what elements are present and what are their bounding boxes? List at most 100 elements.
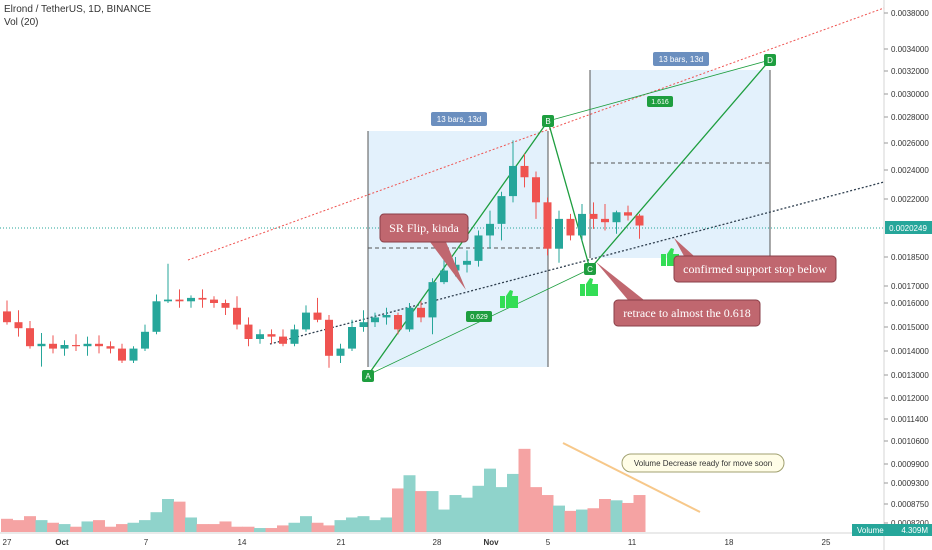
volume-bar (104, 526, 117, 532)
volume-bar (530, 487, 542, 532)
current-price-value: 0.0020249 (889, 224, 927, 233)
volume-decrease-line (562, 442, 701, 513)
fib-629-label-bg (466, 311, 492, 322)
candle (601, 203, 609, 231)
candle (221, 299, 230, 315)
callout-support-text: confirmed support stop below (683, 262, 827, 276)
point-d-label: D (767, 56, 773, 65)
volume-note-text: Volume Decrease ready for move soon (634, 459, 772, 468)
price-tick-label: 0.0016000 (891, 299, 929, 308)
candle (106, 341, 115, 354)
candle (95, 335, 103, 354)
candle (83, 336, 92, 356)
candle (612, 210, 621, 234)
volume-bar (472, 485, 485, 532)
volume-bar (1, 518, 13, 532)
time-tick-label: 14 (238, 538, 247, 547)
candle (233, 296, 241, 330)
time-tick-label: Nov (483, 538, 499, 547)
volume-bar (288, 522, 301, 532)
volume-bar (369, 520, 381, 532)
callout-retrace-pointer (596, 262, 644, 300)
volume-bar (300, 516, 312, 532)
bars-range-box-2-label: 13 bars, 13d (659, 55, 703, 64)
volume-bar (357, 516, 370, 532)
volume-bar (461, 497, 473, 532)
candle (497, 191, 506, 241)
point-c-marker (584, 263, 596, 275)
volume-tag-value: 4.309M (901, 526, 928, 535)
callout-support-pointer (674, 238, 694, 256)
price-tick-label: 0.0038000 (891, 9, 929, 18)
volume-note (621, 453, 785, 473)
candle (187, 295, 195, 308)
volume-bar (518, 448, 531, 532)
volume-bar (587, 508, 600, 532)
candle (325, 315, 333, 368)
volume-tag-label: Volume (857, 526, 884, 535)
price-axis-ticks: 0.0038000 0.0034000 0.0032000 0.0030000 0.00… (884, 9, 929, 380)
point-a-label: A (365, 372, 371, 381)
abcd-pattern-bd-line (547, 59, 771, 122)
candle (417, 301, 425, 323)
volume-bar (633, 495, 646, 532)
resistance-trendline (187, 7, 885, 261)
price-tick-label: 0.0030000 (891, 90, 929, 99)
callout-retrace-text: retrace to almost the 0.618 (623, 306, 751, 320)
point-b-marker (542, 115, 554, 127)
volume-bar (254, 528, 266, 532)
point-a-marker (362, 370, 374, 382)
candle (543, 197, 552, 256)
support-trendline (269, 181, 885, 345)
volume-bar (323, 525, 335, 532)
bars-range-box-1-label-bg (431, 112, 487, 126)
volume-bar (426, 491, 439, 532)
price-tick-label: 0.0022000 (891, 195, 929, 204)
volume-tick-label: 0.0011400 (891, 415, 929, 424)
candle (49, 335, 57, 354)
candle (474, 230, 483, 267)
candle (359, 310, 368, 332)
callout-support (673, 255, 837, 283)
volume-bar (392, 488, 404, 532)
volume-bar (265, 528, 278, 532)
thumbs-up-icon (580, 278, 598, 296)
time-axis-ticks: 27 Oct 7 14 21 28 Nov 5 11 18 25 (3, 538, 831, 547)
candle (428, 278, 437, 335)
volume-bar (346, 517, 358, 532)
point-d-marker (764, 54, 776, 66)
volume-bar (495, 487, 508, 532)
volume-bar (541, 495, 554, 532)
candle (37, 333, 46, 367)
candle (382, 307, 391, 325)
thumbs-up-icon (500, 290, 518, 308)
volume-bar (150, 512, 163, 532)
point-c-label: C (587, 265, 593, 274)
price-tick-label: 0.0014000 (891, 347, 929, 356)
candle (463, 250, 471, 273)
current-price-tag (885, 221, 932, 234)
candle (267, 329, 276, 344)
volume-bar (484, 468, 496, 532)
candle (129, 346, 138, 363)
candle (72, 334, 80, 351)
candle (26, 321, 34, 349)
volume-bar (449, 495, 462, 532)
volume-bar (93, 520, 105, 532)
candle (624, 205, 632, 221)
volume-bar (116, 524, 128, 532)
volume-indicator-title: Vol (20) (4, 17, 39, 28)
volume-bar (610, 500, 623, 532)
volume-axis-ticks: 0.0012000 0.0011400 0.0010600 0.0009900 0.00… (884, 394, 929, 528)
volume-bar (438, 509, 450, 532)
callout-sr-flip-text: SR Flip, kinda (389, 221, 459, 235)
candle (210, 296, 218, 308)
volume-bar (35, 520, 48, 532)
candle (244, 317, 253, 347)
price-tick-label: 0.0017000 (891, 282, 929, 291)
time-tick-label: 11 (628, 538, 637, 547)
price-tick-label: 0.0015000 (891, 323, 929, 332)
candle (118, 343, 126, 363)
candle (405, 303, 414, 332)
